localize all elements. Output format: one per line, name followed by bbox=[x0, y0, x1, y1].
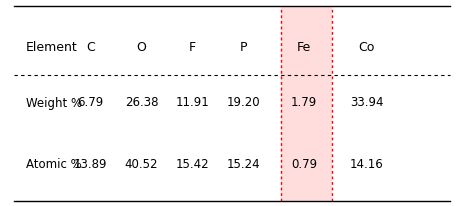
Text: O: O bbox=[136, 41, 146, 54]
Bar bbox=[280, 6, 331, 201]
Text: 13.89: 13.89 bbox=[74, 158, 107, 171]
Text: Fe: Fe bbox=[296, 41, 310, 54]
Text: 15.24: 15.24 bbox=[226, 158, 260, 171]
Text: 40.52: 40.52 bbox=[125, 158, 158, 171]
Text: 15.42: 15.42 bbox=[175, 158, 209, 171]
Text: Co: Co bbox=[357, 41, 374, 54]
Text: Weight %: Weight % bbox=[25, 96, 81, 110]
Text: 14.16: 14.16 bbox=[349, 158, 382, 171]
Text: 33.94: 33.94 bbox=[349, 96, 382, 110]
Text: 19.20: 19.20 bbox=[226, 96, 260, 110]
Text: 0.79: 0.79 bbox=[290, 158, 316, 171]
Text: Element: Element bbox=[25, 41, 77, 54]
Text: 26.38: 26.38 bbox=[125, 96, 158, 110]
Text: Atomic %: Atomic % bbox=[25, 158, 81, 171]
Text: C: C bbox=[86, 41, 94, 54]
Text: F: F bbox=[188, 41, 196, 54]
Text: P: P bbox=[239, 41, 247, 54]
Text: 1.79: 1.79 bbox=[290, 96, 316, 110]
Text: 11.91: 11.91 bbox=[175, 96, 209, 110]
Text: 6.79: 6.79 bbox=[77, 96, 103, 110]
